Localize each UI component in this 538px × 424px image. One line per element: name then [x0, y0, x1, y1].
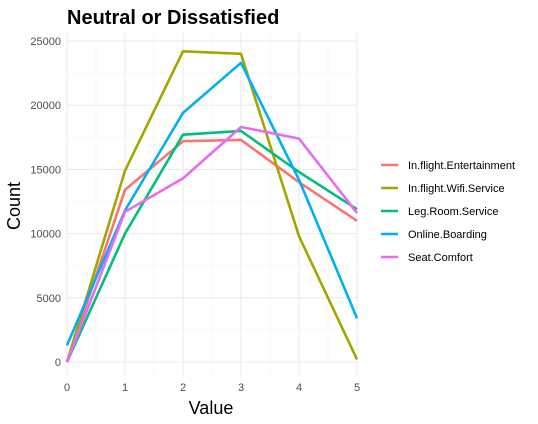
- legend-label: Leg.Room.Service: [408, 206, 499, 218]
- legend: In.flight.Entertainment In.flight.Wifi.Se…: [381, 160, 515, 264]
- x-tick-label: 2: [180, 382, 186, 394]
- legend-label: In.flight.Wifi.Service: [408, 183, 505, 195]
- series-line: [65, 138, 358, 363]
- grid: [66, 33, 358, 375]
- legend-label: Seat.Comfort: [408, 252, 473, 264]
- y-tick-label: 15000: [30, 164, 61, 176]
- x-tick-label: 0: [64, 382, 70, 394]
- x-tick-label: 3: [238, 382, 244, 394]
- series-lines: [65, 49, 359, 363]
- axis-ticks: 0 1 2 3 4 5 0 5000 10000 15000 20000 25000: [30, 36, 360, 394]
- x-tick-label: 4: [296, 382, 302, 394]
- series-line: [65, 129, 358, 363]
- y-axis-title: Count: [4, 182, 24, 230]
- series-line: [65, 61, 359, 346]
- x-tick-label: 5: [354, 382, 360, 394]
- x-tick-label: 1: [122, 382, 128, 394]
- y-tick-label: 10000: [30, 229, 61, 241]
- y-tick-label: 20000: [30, 100, 61, 112]
- y-tick-label: 0: [55, 357, 61, 369]
- y-tick-label: 25000: [30, 36, 61, 48]
- legend-label: In.flight.Entertainment: [408, 160, 515, 172]
- series-line: [65, 49, 359, 363]
- chart-title: Neutral or Dissatisfied: [67, 7, 279, 29]
- legend-label: Online.Boarding: [408, 229, 487, 241]
- x-axis-title: Value: [189, 398, 234, 418]
- y-tick-label: 5000: [37, 293, 61, 305]
- series-line: [65, 125, 359, 363]
